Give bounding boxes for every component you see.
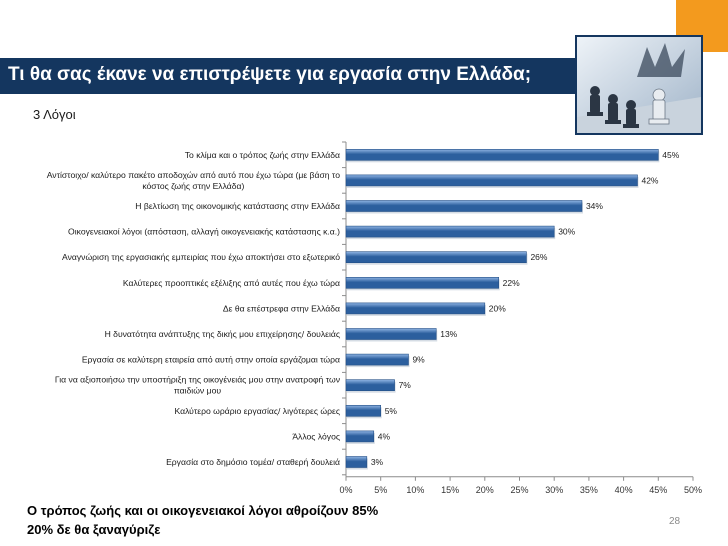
bar <box>345 251 527 263</box>
category-label: Η δυνατότητα ανάπτυξης της δικής μου επι… <box>105 329 340 339</box>
footer-line-2: 20% δε θα ξαναγύριζε <box>27 522 161 537</box>
category-label: Καλύτερο ωράριο εργασίας/ λιγότερες ώρες <box>175 406 341 416</box>
bar-value-label: 4% <box>378 431 391 441</box>
bar <box>345 302 486 315</box>
x-tick-label: 20% <box>476 485 494 495</box>
x-tick-label: 10% <box>406 485 424 495</box>
bar <box>345 277 499 289</box>
category-label: Εργασία στο δημόσιο τομέα/ σταθερή δουλε… <box>166 457 340 467</box>
x-tick-label: 50% <box>684 485 702 495</box>
category-label: Εργασία σε καλύτερη εταιρεία από αυτή στ… <box>82 355 340 365</box>
slide-subtitle: 3 Λόγοι <box>33 107 76 122</box>
page-number: 28 <box>669 516 681 527</box>
x-tick-label: 30% <box>545 485 563 495</box>
bar-value-label: 20% <box>489 303 506 313</box>
category-label: Αντίστοιχο/ καλύτερο πακέτο αποδοχών από… <box>47 170 341 191</box>
category-label: Το κλίμα και ο τρόπος ζωής στην Ελλάδα <box>185 150 340 160</box>
bar-value-label: 45% <box>662 150 679 160</box>
bar <box>345 200 583 212</box>
bar <box>345 174 638 187</box>
bar <box>345 379 395 391</box>
bar <box>345 430 375 443</box>
bar-value-label: 9% <box>412 355 425 365</box>
x-tick-label: 25% <box>510 485 528 495</box>
category-label: Άλλος λόγος <box>292 431 340 441</box>
x-tick-label: 5% <box>374 485 387 495</box>
category-label: Καλύτερες προοπτικές εξέλιξης από αυτές … <box>123 278 340 288</box>
bar <box>345 456 368 468</box>
category-label: Αναγνώριση της εργασιακής εμπειρίας που … <box>62 252 340 262</box>
x-tick-label: 15% <box>441 485 459 495</box>
bar-value-label: 7% <box>399 380 412 390</box>
chess-pieces-photo <box>575 35 703 135</box>
category-label: Για να αξιοποιήσω την υποστήριξη της οικ… <box>55 375 340 396</box>
bar <box>345 328 437 340</box>
x-tick-label: 40% <box>615 485 633 495</box>
bar <box>345 149 659 161</box>
title-bar <box>0 58 590 94</box>
bar-value-label: 22% <box>503 278 520 288</box>
bar-value-label: 3% <box>371 457 384 467</box>
bar-chart: 0% 5% 10% 15% 20% 25% 30% 35% 40% 45% 50% 45% Το κλί… <box>47 141 702 495</box>
bar <box>345 404 382 417</box>
footer-line-1: Ο τρόπος ζωής και οι οικογενειακοί λόγοι… <box>27 503 379 518</box>
x-tick-label: 0% <box>339 485 352 495</box>
chess-pieces-icon <box>577 37 701 133</box>
slide-footer: Ο τρόπος ζωής και οι οικογενειακοί λόγοι… <box>27 501 378 539</box>
bar-value-label: 30% <box>558 227 575 237</box>
category-label: Οικογενειακοί λόγοι (απόσταση, αλλαγή οι… <box>68 227 340 237</box>
category-label: Η βελτίωση της οικονομικής κατάστασης στ… <box>135 201 340 211</box>
bar-value-label: 34% <box>586 201 603 211</box>
bar-value-label: 13% <box>440 329 457 339</box>
category-label: Δε θα επέστρεφα στην Ελλάδα <box>223 303 340 313</box>
bar-value-label: 5% <box>385 406 398 416</box>
x-tick-label: 45% <box>649 485 667 495</box>
x-tick-label: 35% <box>580 485 598 495</box>
bar <box>345 353 409 366</box>
bar-value-label: 26% <box>530 252 547 262</box>
bar-value-label: 42% <box>641 175 658 185</box>
bar <box>345 225 555 238</box>
slide-title: Τι θα σας έκανε να επιστρέψετε για εργασ… <box>8 64 532 85</box>
